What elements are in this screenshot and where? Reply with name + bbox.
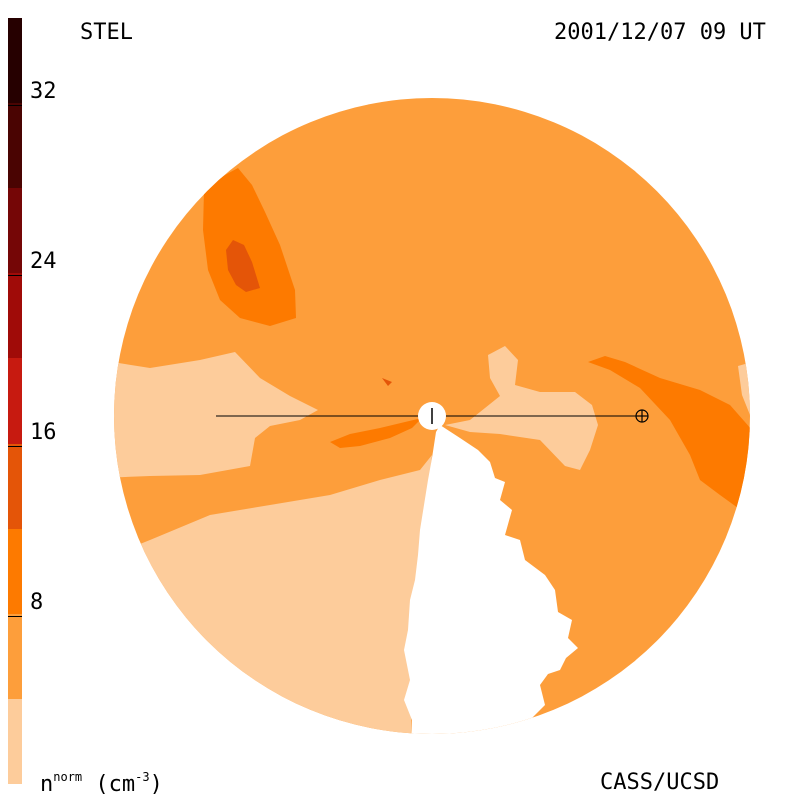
colorbar-level-6: [8, 188, 22, 274]
quantity-label: nnorm (cm-3): [40, 770, 163, 797]
colorbar-tick-32: [8, 105, 22, 107]
colorbar-tick-label-32: 32: [30, 79, 57, 105]
timestamp: 2001/12/07 09 UT: [554, 20, 766, 45]
colorbar-tick-24: [8, 275, 22, 277]
unit-close: ): [149, 772, 163, 797]
credit-label: CASS/UCSD: [600, 770, 720, 795]
density-spot-small: [382, 378, 392, 386]
colorbar-level-5: [8, 273, 22, 359]
observer-title: STEL: [80, 20, 133, 45]
colorbar-tick-label-16: 16: [30, 419, 57, 445]
colorbar-level-1: [8, 613, 22, 699]
colorbar-level-4: [8, 358, 22, 444]
colorbar-tick-label-24: 24: [30, 249, 57, 275]
colorbar-level-8: [8, 18, 22, 104]
density-streak-near-sun: [330, 418, 422, 448]
quantity-superscript: norm: [53, 770, 83, 784]
quantity-symbol: n: [40, 772, 54, 797]
colorbar-level-3: [8, 443, 22, 529]
colorbar-level-0: [8, 698, 22, 784]
colorbar-tick-8: [8, 615, 22, 617]
density-region-left-band: [114, 352, 318, 478]
earth-icon: [635, 409, 649, 423]
colorbar-tick-label-8: 8: [30, 589, 44, 615]
data-gap-wedge: [404, 425, 578, 734]
density-enhancement-right: [588, 356, 750, 520]
density-core-upper-left: [226, 240, 260, 292]
colorbar-level-7: [8, 103, 22, 189]
density-enhancement-upper-left: [203, 168, 296, 326]
density-region-right-center: [445, 346, 598, 470]
unit-superscript: -3: [135, 770, 150, 784]
colorbar-tick-16: [8, 445, 22, 447]
colorbar-level-2: [8, 528, 22, 614]
unit-label: (cm: [95, 772, 136, 797]
